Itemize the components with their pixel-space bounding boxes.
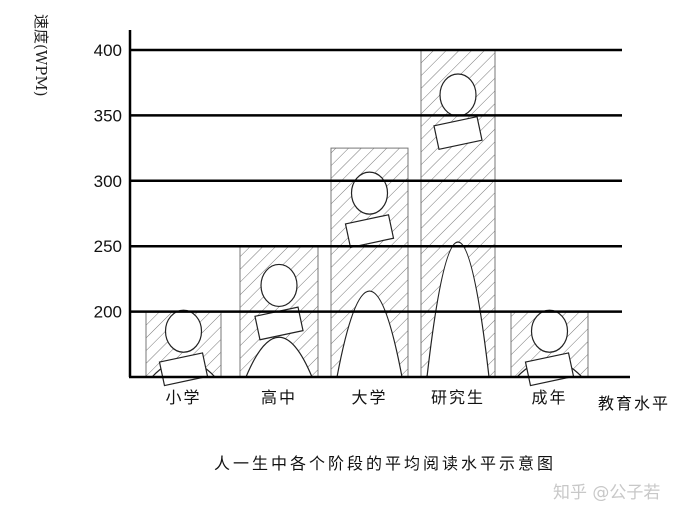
x-tick-label: 成年: [531, 388, 567, 407]
bar: [510, 309, 589, 387]
chart-title: 人一生中各个阶段的平均阅读水平示意图: [214, 454, 556, 473]
y-tick-label: 250: [94, 237, 122, 256]
x-tick-label: 小学: [165, 388, 201, 407]
reader-head-illustration: [260, 263, 298, 308]
y-tick-label: 350: [94, 106, 122, 125]
reader-body-illustration: [245, 336, 313, 378]
book-illustration: [433, 115, 483, 151]
x-tick-label: 研究生: [431, 388, 485, 407]
reader-head-illustration: [439, 73, 477, 117]
y-axis-label: 速度(WPM): [32, 14, 50, 97]
y-tick-label: 400: [94, 41, 122, 60]
bar: [330, 147, 409, 378]
x-tick-label: 大学: [351, 388, 387, 407]
bar: [420, 49, 496, 378]
y-tick-label: 300: [94, 172, 122, 191]
reader-head-illustration: [530, 309, 569, 353]
y-tick-label: 200: [94, 303, 122, 322]
x-axis-label: 教育水平: [598, 394, 670, 413]
reader-head-illustration: [350, 171, 389, 215]
reader-head-illustration: [164, 309, 203, 353]
x-tick-label: 高中: [261, 388, 297, 407]
bar: [145, 309, 222, 387]
watermark: 知乎 @公子若: [553, 483, 660, 503]
book-illustration: [344, 214, 395, 249]
